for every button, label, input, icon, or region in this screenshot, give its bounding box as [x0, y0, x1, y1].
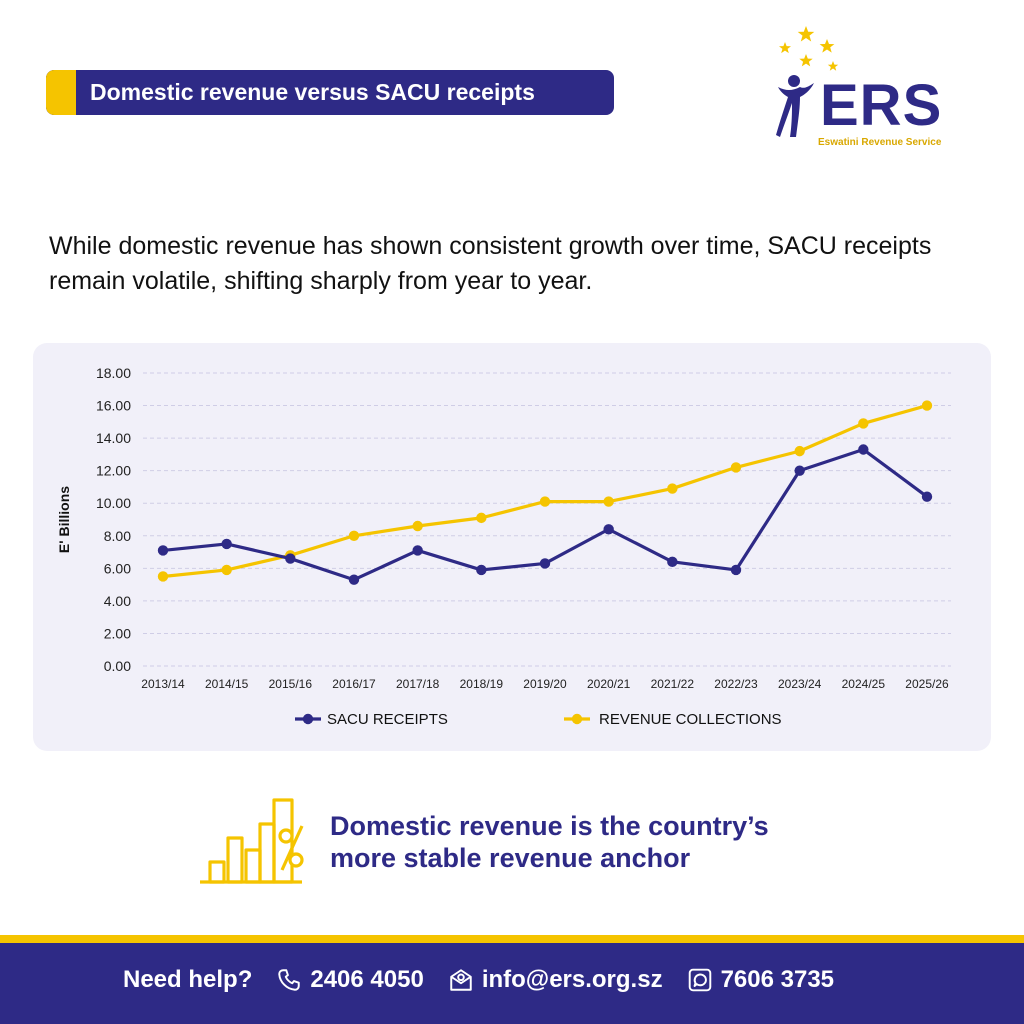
y-tick-label: 18.00 [96, 365, 131, 381]
intro-text: While domestic revenue has shown consist… [49, 232, 932, 295]
data-point-sacu-receipts [285, 553, 296, 564]
data-point-revenue-collections [794, 445, 805, 457]
email-address: info@ers.org.sz [481, 966, 663, 993]
y-tick-label: 16.00 [96, 398, 131, 414]
key-message-line-2: more stable revenue anchor [330, 843, 691, 873]
data-point-revenue-collections [157, 571, 169, 582]
data-point-revenue-collections [921, 400, 933, 411]
data-point-sacu-receipts [794, 465, 805, 476]
x-tick-label: 2021/22 [651, 677, 695, 691]
data-point-sacu-receipts [221, 538, 232, 550]
y-tick-label: 4.00 [104, 593, 131, 609]
x-tick-label: 2014/15 [205, 677, 249, 691]
ers-logo [776, 26, 839, 137]
data-point-revenue-collections [221, 564, 232, 576]
data-point-sacu-receipts [412, 545, 423, 556]
data-point-revenue-collections [476, 512, 487, 524]
legend-marker-revenue-collections [571, 713, 583, 725]
x-tick-label: 2013/14 [141, 677, 185, 691]
whatsapp-icon [688, 968, 711, 992]
data-point-sacu-receipts [348, 574, 360, 585]
data-point-sacu-receipts [157, 545, 169, 556]
data-point-sacu-receipts [539, 558, 551, 569]
series-line-revenue-collections [162, 404, 928, 579]
data-point-sacu-receipts [603, 524, 614, 535]
data-point-revenue-collections [730, 462, 742, 473]
chart-card: 0.00 2.00 4.00 6.00 8.00 10.00 12.00 14.00 16.00… [33, 343, 991, 751]
x-tick-label: 2017/18 [396, 677, 440, 691]
x-tick-label: 2025/26 [905, 677, 949, 691]
y-tick-label: 10.00 [96, 495, 131, 511]
data-point-sacu-receipts [667, 556, 678, 568]
data-point-revenue-collections [667, 483, 678, 494]
key-message-line-1: Domestic revenue is the country’s [330, 811, 769, 841]
x-tick-label: 2016/17 [332, 677, 376, 691]
data-point-revenue-collections [539, 496, 551, 507]
y-tick-label: 0.00 [104, 658, 131, 674]
x-tick-label: 2020/21 [587, 677, 631, 691]
phone-contact[interactable]: 2406 4050 [276, 966, 424, 994]
whatsapp-number: 7606 3735 [720, 966, 835, 993]
star-icon [779, 26, 839, 71]
help-label: Need help? [123, 966, 253, 993]
y-axis-label: E' Billions [56, 486, 72, 553]
phone-icon [278, 969, 301, 991]
whatsapp-contact[interactable]: 7606 3735 [687, 966, 834, 994]
logo-subtitle: Eswatini Revenue Service [818, 137, 942, 148]
x-tick-label: 2015/16 [269, 677, 313, 691]
data-point-revenue-collections [603, 496, 614, 507]
data-point-revenue-collections [348, 530, 360, 541]
y-tick-label: 12.00 [96, 463, 131, 479]
y-tick-label: 14.00 [96, 430, 131, 446]
header-banner: Domestic revenue versus SACU receipts [46, 70, 614, 115]
person-figure-icon [776, 75, 814, 137]
x-tick-label: 2023/24 [778, 677, 822, 691]
header-accent [46, 70, 76, 115]
key-message: Domestic revenue is the country’s more s… [330, 810, 930, 874]
y-tick-label: 6.00 [104, 560, 131, 576]
x-tick-label: 2022/23 [714, 677, 758, 691]
legend-label-revenue-collections: REVENUE COLLECTIONS [599, 711, 782, 728]
data-point-sacu-receipts [730, 564, 742, 576]
data-point-revenue-collections [858, 418, 869, 429]
x-tick-label: 2024/25 [842, 677, 886, 691]
email-icon [450, 969, 472, 991]
y-tick-label: 8.00 [104, 528, 131, 544]
data-point-sacu-receipts [858, 444, 869, 455]
page-title: Domestic revenue versus SACU receipts [90, 79, 535, 105]
legend-label-sacu-receipts: SACU RECEIPTS [327, 711, 448, 728]
email-contact[interactable]: info@ers.org.sz [448, 966, 663, 994]
legend-marker-sacu-receipts [302, 713, 314, 725]
footer: Need help? 2406 4050 info@ers.org.sz [0, 943, 1024, 1024]
line-chart: 0.00 2.00 4.00 6.00 8.00 10.00 12.00 14.00 16.00… [56, 365, 951, 728]
data-point-sacu-receipts [476, 564, 487, 576]
data-point-sacu-receipts [921, 491, 933, 502]
phone-number: 2406 4050 [310, 966, 424, 993]
footer-stripe [0, 935, 1024, 943]
bar-chart-percent-icon [200, 798, 304, 884]
x-tick-label: 2018/19 [460, 677, 504, 691]
data-point-revenue-collections [412, 520, 423, 532]
logo-wordmark: ERS [820, 73, 943, 138]
y-tick-label: 2.00 [104, 625, 131, 641]
x-tick-label: 2019/20 [523, 677, 567, 691]
